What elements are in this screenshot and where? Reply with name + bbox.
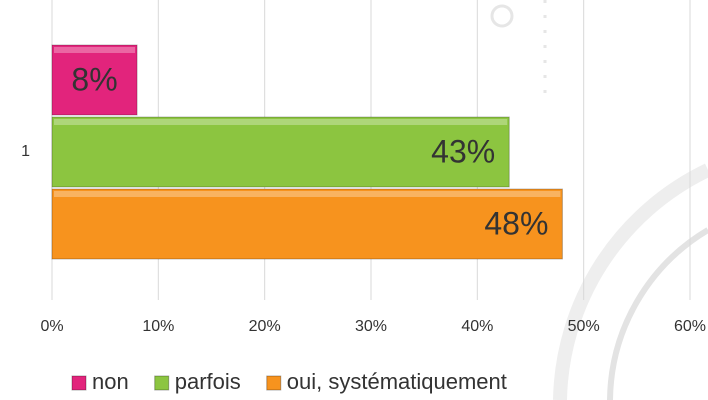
bar	[51, 44, 138, 116]
x-tick-label: 40%	[461, 318, 493, 335]
legend-marker	[71, 375, 87, 391]
legend-label: oui, systématiquement	[287, 369, 507, 394]
x-tick-label: 60%	[674, 318, 706, 335]
x-tick-label: 0%	[40, 318, 63, 335]
x-tick-label: 30%	[355, 318, 387, 335]
bar	[51, 116, 510, 188]
data-label: 48%	[484, 205, 548, 241]
bar-highlight	[54, 119, 508, 125]
data-label: 43%	[431, 133, 495, 169]
data-label: 8%	[71, 61, 117, 97]
bar	[51, 188, 563, 260]
legend-label: parfois	[175, 369, 241, 394]
legend-marker	[266, 375, 282, 391]
legend-marker	[154, 375, 170, 391]
x-tick-label: 10%	[142, 318, 174, 335]
y-tick-label: 1	[21, 143, 30, 160]
background-decoration	[490, 0, 708, 400]
bar-highlight	[54, 47, 136, 53]
x-tick-label: 20%	[249, 318, 281, 335]
bar-highlight	[54, 191, 561, 197]
x-tick-label: 50%	[568, 318, 600, 335]
legend-label: non	[92, 369, 129, 394]
